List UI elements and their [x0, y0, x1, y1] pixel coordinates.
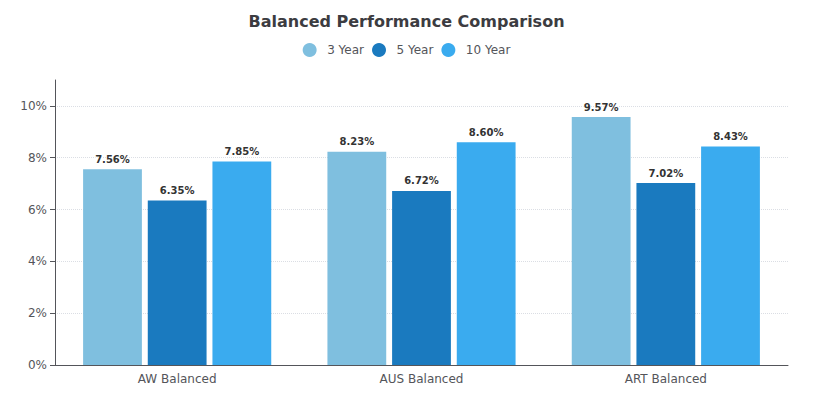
svg-text:6.35%: 6.35%	[160, 185, 195, 196]
svg-text:AW Balanced: AW Balanced	[138, 372, 217, 386]
svg-text:Balanced Performance Compariso: Balanced Performance Comparison	[248, 12, 564, 31]
svg-text:7.02%: 7.02%	[648, 168, 683, 179]
svg-text:5 Year: 5 Year	[397, 43, 434, 57]
svg-text:8.43%: 8.43%	[713, 131, 748, 142]
svg-text:ART Balanced: ART Balanced	[625, 372, 707, 386]
svg-text:AUS Balanced: AUS Balanced	[380, 372, 464, 386]
svg-text:10%: 10%	[20, 99, 47, 113]
svg-text:6.72%: 6.72%	[404, 175, 439, 186]
svg-text:10 Year: 10 Year	[466, 43, 511, 57]
svg-text:8.60%: 8.60%	[469, 127, 504, 138]
svg-text:9.57%: 9.57%	[584, 102, 619, 113]
svg-text:3 Year: 3 Year	[327, 43, 364, 57]
svg-text:7.85%: 7.85%	[224, 146, 259, 157]
svg-text:0%: 0%	[28, 358, 47, 372]
svg-text:7.56%: 7.56%	[95, 154, 130, 165]
svg-text:2%: 2%	[28, 306, 47, 320]
svg-text:4%: 4%	[28, 254, 47, 268]
svg-text:6%: 6%	[28, 203, 47, 217]
svg-text:8.23%: 8.23%	[339, 136, 374, 147]
svg-text:8%: 8%	[28, 151, 47, 165]
